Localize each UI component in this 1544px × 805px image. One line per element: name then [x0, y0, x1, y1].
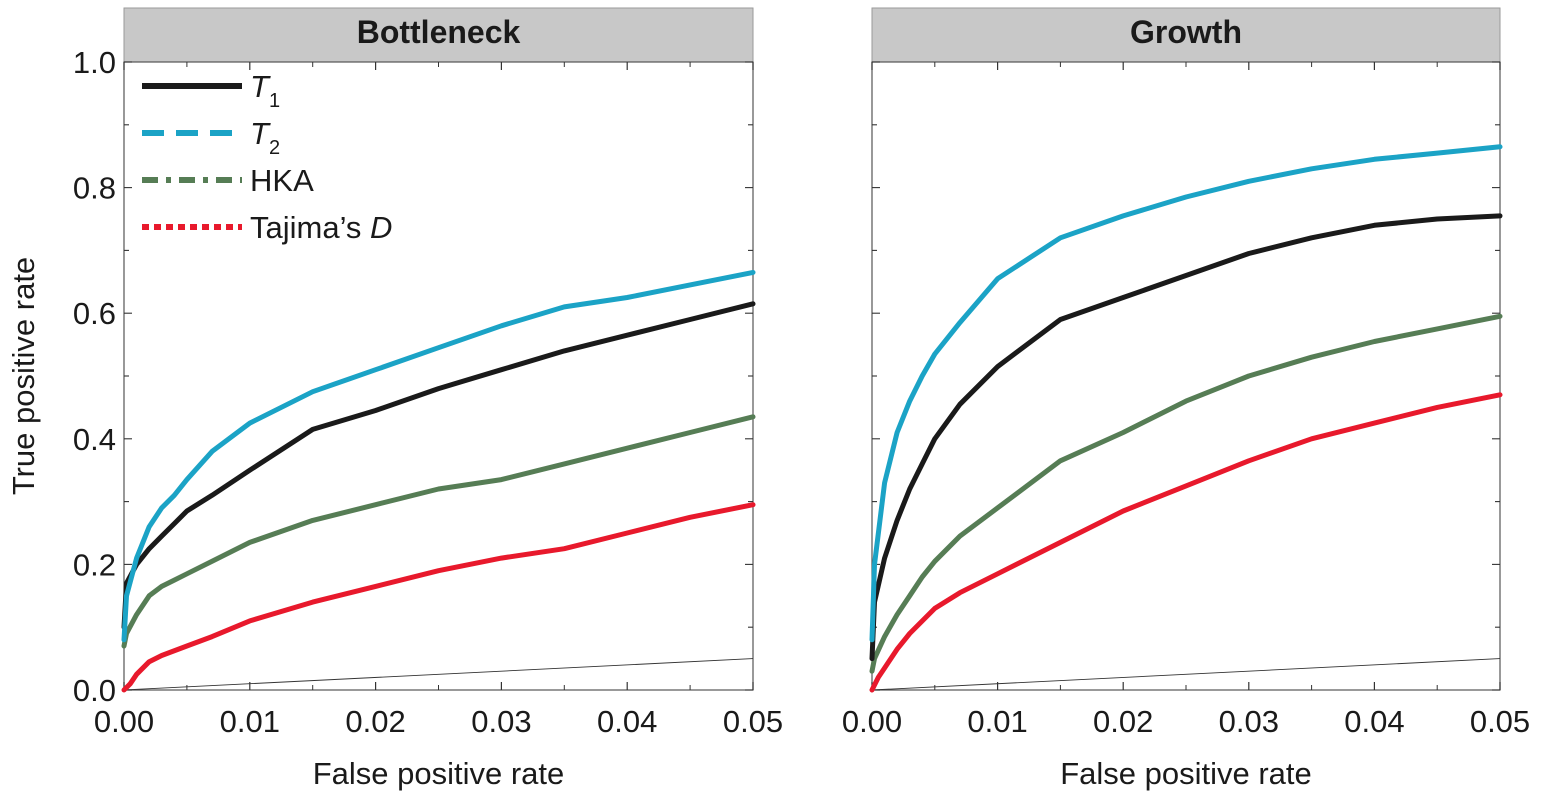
y-tick-label: 0.4	[73, 422, 116, 457]
x-tick-label: 0.01	[967, 704, 1027, 739]
panel-header	[123, 7, 754, 63]
legend-label-2: HKA	[250, 163, 314, 198]
x-tick-label: 0.03	[1219, 704, 1279, 739]
plot-frame	[123, 61, 754, 691]
series-line-t1	[121, 301, 756, 630]
reference-line	[871, 658, 1501, 691]
series-line-hka	[869, 313, 1503, 674]
panel-growth: Growth 0.00 0.01 0.02 0.03 0.04 0.05 False posi…	[842, 7, 1530, 791]
y-axis-label: True positive rate	[6, 257, 41, 495]
legend-label-3: Tajima’s D	[250, 210, 392, 245]
x-axis-label: False positive rate	[313, 756, 565, 791]
x-tick-label: 0.05	[1470, 704, 1530, 739]
x-tick-label: 0.00	[842, 704, 902, 739]
panel-header	[871, 7, 1501, 63]
x-tick-label: 0.04	[1344, 704, 1404, 739]
x-tick-label: 0.03	[471, 704, 531, 739]
series-line-tajima-s-d	[869, 392, 1503, 693]
y-tick-label: 0.0	[73, 673, 116, 708]
x-tick-label: 0.00	[94, 704, 154, 739]
series-line-t2	[121, 269, 756, 643]
y-tick-label: 0.6	[73, 296, 116, 331]
reference-line	[123, 658, 754, 691]
panel-title: Growth	[1130, 14, 1242, 50]
series-line-hka	[121, 414, 756, 649]
panel-bottleneck: Bottleneck 0.00 0.01 0.02 0.03 0.04 0.05 0.0 0.2…	[73, 7, 783, 791]
series-line-tajima-s-d	[121, 502, 756, 693]
x-axis-label: False positive rate	[1060, 756, 1312, 791]
x-tick-label: 0.02	[1093, 704, 1153, 739]
series-line-t2	[869, 144, 1503, 643]
legend-label-0: T1	[250, 69, 280, 112]
x-tick-label: 0.04	[597, 704, 657, 739]
x-tick-label: 0.01	[220, 704, 280, 739]
series-line-t1	[869, 213, 1503, 662]
y-tick-label: 0.2	[73, 547, 116, 582]
legend-label-1: T2	[250, 116, 280, 159]
panel-title: Bottleneck	[357, 14, 521, 50]
y-tick-label: 1.0	[73, 45, 116, 80]
y-tick-label: 0.8	[73, 171, 116, 206]
x-tick-label: 0.02	[345, 704, 405, 739]
x-tick-label: 0.05	[723, 704, 783, 739]
